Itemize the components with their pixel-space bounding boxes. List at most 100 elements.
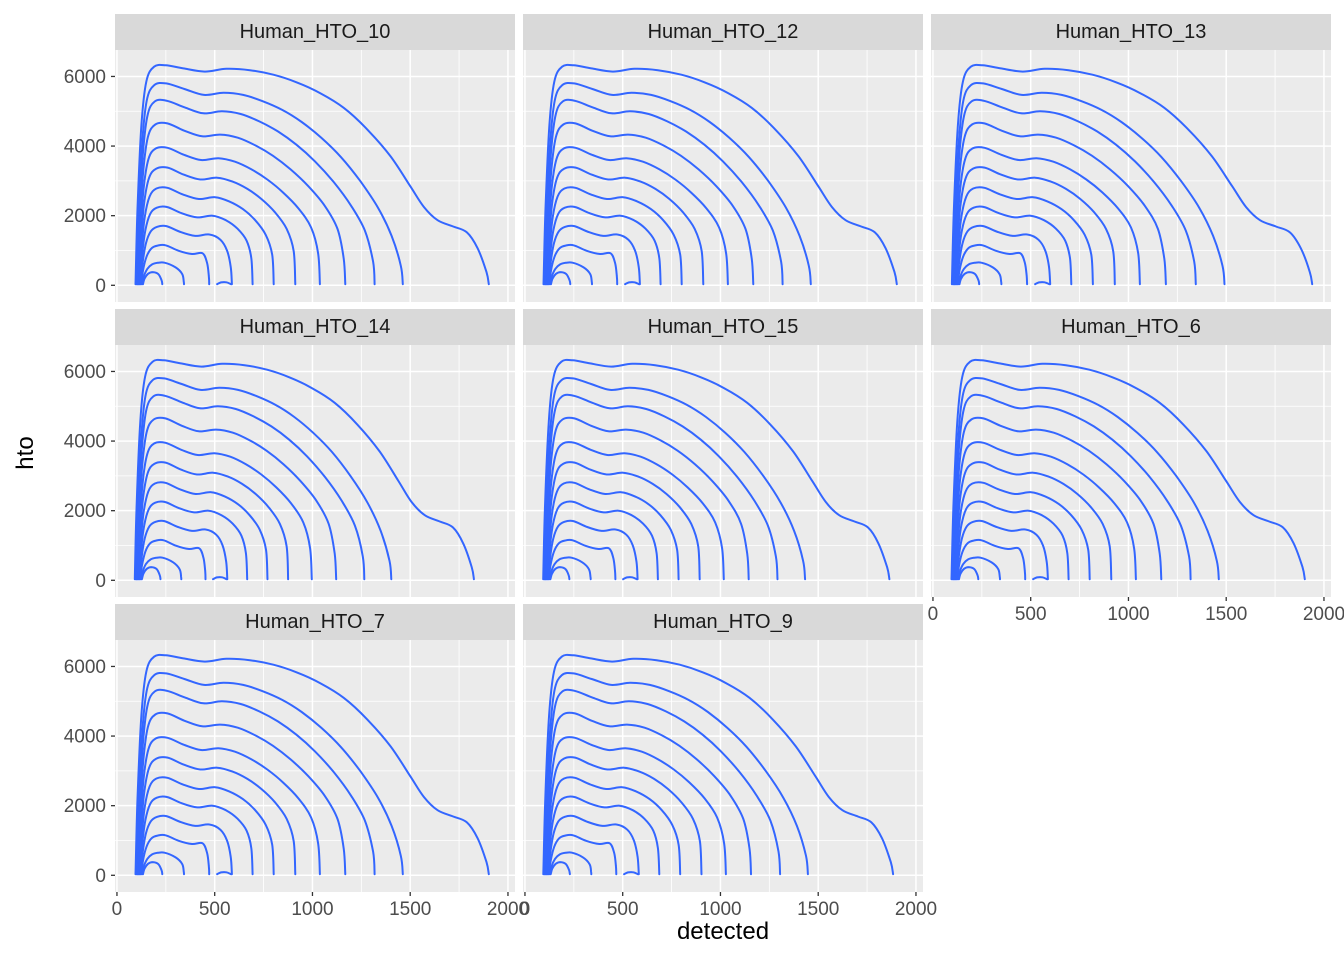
density-contour-line: [137, 146, 321, 286]
density-contour-line: [140, 243, 211, 286]
density-contour-line: [136, 98, 376, 286]
density-contour-line: [544, 711, 752, 876]
panel-background: [931, 345, 1331, 597]
density-contour-line: [951, 376, 1220, 581]
facet-title: Human_HTO_13: [1055, 20, 1207, 43]
facet-title: Human_HTO_9: [653, 610, 793, 633]
density-contour-line: [546, 776, 682, 876]
density-contour-line: [956, 243, 1029, 286]
facet-strip-human-hto-13: Human_HTO_13: [931, 14, 1331, 50]
density-contour-line: [550, 271, 572, 286]
density-contour-line: [549, 861, 571, 876]
density-contour-line: [957, 261, 1003, 286]
density-contour-line: [137, 756, 297, 876]
density-contour-line: [955, 519, 1049, 581]
y-tick-label: 6000: [64, 67, 106, 88]
x-tick-label: 2000: [895, 899, 937, 920]
density-contour-line: [542, 358, 891, 581]
density-contour-line: [544, 416, 750, 581]
x-tick-label: 500: [1015, 604, 1047, 625]
y-tick-label: 4000: [64, 432, 106, 453]
panel-background: [115, 50, 515, 302]
density-contour-line: [545, 756, 703, 876]
x-tick-label: 1000: [291, 899, 333, 920]
density-contour-line: [139, 814, 233, 876]
x-tick-label: 2000: [1303, 604, 1344, 625]
density-contour-line: [548, 243, 619, 286]
density-contour-line: [136, 121, 347, 286]
density-contour-line: [142, 271, 164, 286]
panel-background: [523, 640, 923, 892]
density-contour-line: [135, 393, 366, 581]
y-axis-title: hto: [12, 436, 39, 470]
density-contour-line: [953, 441, 1137, 581]
density-contour-line: [956, 224, 1052, 286]
y-tick-label: 0: [95, 866, 106, 887]
facet-panel-human-hto-6: 0 500 1000 1500 2000: [928, 345, 1344, 625]
density-contour-line: [548, 556, 592, 581]
density-contour-line: [136, 441, 313, 581]
density-contour-line: [133, 358, 475, 581]
facet-strip-human-hto-12: Human_HTO_12: [523, 14, 923, 50]
facet-title: Human_HTO_14: [239, 315, 391, 338]
density-contour-line: [549, 566, 571, 581]
facet-cell-human-hto-12: Human_HTO_12: [523, 14, 923, 302]
density-contour-line: [140, 556, 183, 581]
x-tick-label: 1000: [699, 899, 741, 920]
density-contour-line: [950, 63, 1314, 286]
density-contour-line: [216, 871, 233, 876]
density-contour-line: [549, 261, 594, 286]
density-contour-line: [134, 653, 490, 876]
x-axis-title: detected: [676, 918, 770, 945]
facet-strip-human-hto-14: Human_HTO_14: [115, 309, 515, 345]
density-contour-line: [545, 146, 729, 286]
x-tick-label: 1000: [1107, 604, 1149, 625]
density-contour-line: [952, 416, 1163, 581]
density-contour-line: [958, 271, 981, 286]
x-tick-label: 500: [199, 899, 231, 920]
density-contour-line: [953, 121, 1167, 286]
density-contour-line: [140, 833, 211, 876]
panel-background: [115, 345, 515, 597]
facet-title: Human_HTO_10: [239, 20, 391, 43]
density-contour-line: [134, 63, 490, 286]
y-tick-label: 4000: [64, 727, 106, 748]
density-contour-line: [546, 795, 661, 876]
density-contour-line: [953, 461, 1113, 581]
facet-strip-human-hto-10: Human_HTO_10: [115, 14, 515, 50]
density-contour-line: [134, 376, 393, 581]
x-tick-label: 500: [607, 899, 639, 920]
panel-background: [115, 640, 515, 892]
facet-panel-human-hto-12: [523, 50, 923, 302]
x-tick-label: 0: [928, 604, 939, 625]
density-contour-line: [138, 776, 275, 876]
y-tick-label: 2000: [64, 501, 106, 522]
density-contour-line: [141, 851, 186, 876]
density-contour-line: [623, 871, 639, 876]
x-tick-label: 0: [520, 899, 531, 920]
density-contour-line: [135, 671, 404, 876]
density-contour-line: [542, 63, 898, 286]
density-contour-line: [135, 416, 338, 581]
density-contour-line: [138, 186, 275, 286]
density-contour-line: [622, 576, 638, 581]
density-contour-line: [543, 671, 809, 876]
y-tick-label: 4000: [64, 137, 106, 158]
density-contour-line: [957, 556, 1002, 581]
density-contour-line: [136, 688, 376, 876]
density-contour-line: [954, 481, 1091, 581]
density-contour-line: [546, 481, 680, 581]
facet-title: Human_HTO_7: [245, 610, 385, 633]
density-contour-line: [951, 81, 1226, 286]
x-tick-label: 0: [112, 899, 123, 920]
density-contour-line: [547, 814, 640, 876]
facet-grid: Human_HTO_10 0 2000 4000 6000 Human_HTO_12 …: [64, 14, 1344, 920]
facet-panel-human-hto-9: 0 500 1000 1500 2000: [520, 640, 937, 920]
facet-cell-human-hto-7: Human_HTO_7 0 2000 4000 6000 0 500 1000 1500 200…: [64, 604, 529, 920]
density-contour-line: [544, 98, 784, 286]
density-contour-line: [954, 186, 1094, 286]
density-contour-line: [545, 166, 705, 286]
facet-title: Human_HTO_6: [1061, 315, 1201, 338]
facet-panel-human-hto-14: 0 2000 4000 6000: [64, 345, 515, 597]
